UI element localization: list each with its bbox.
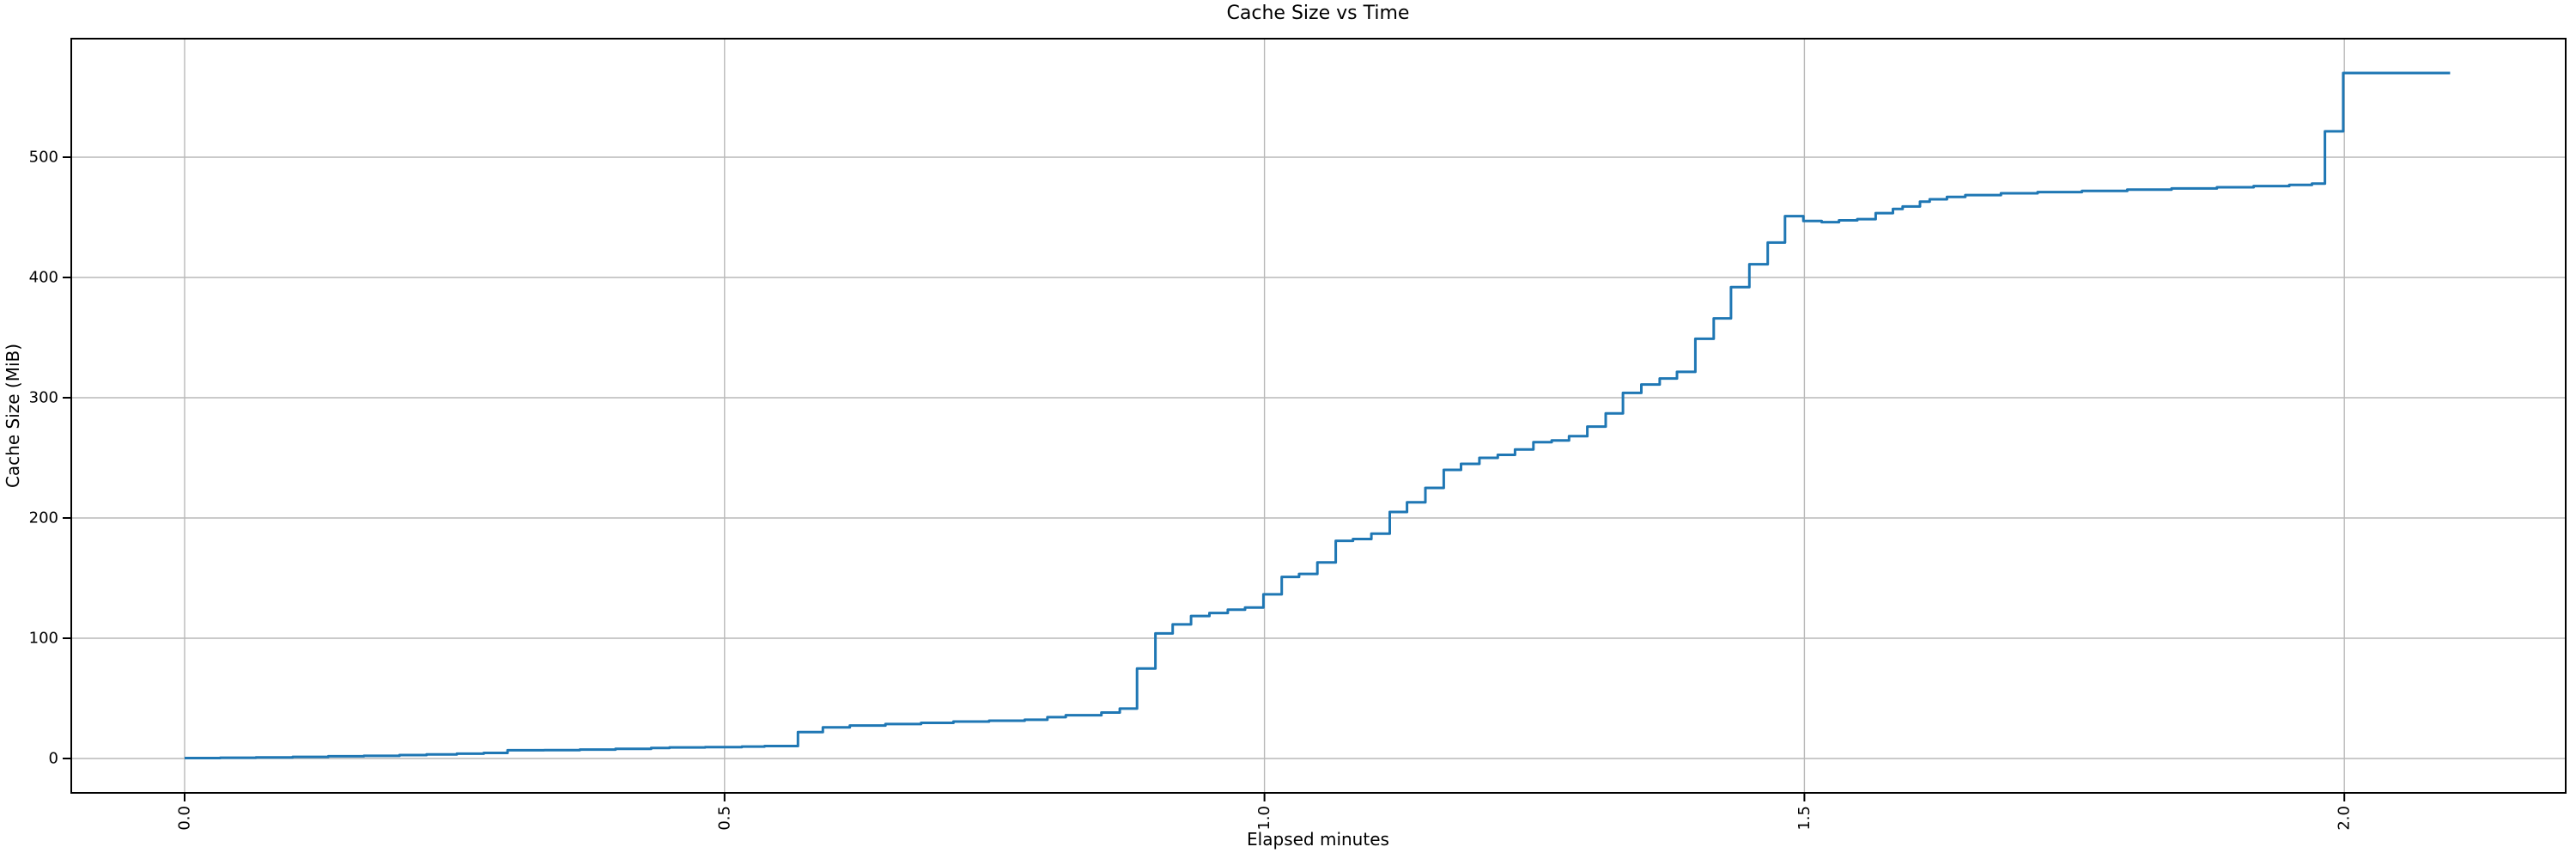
y-tick-label: 100 (29, 630, 58, 648)
y-tick-label: 300 (29, 389, 58, 407)
chart-title: Cache Size vs Time (1227, 3, 1410, 24)
x-tick-label: 0.0 (176, 806, 194, 831)
y-tick-label: 0 (49, 750, 58, 768)
y-axis-label: Cache Size (MiB) (3, 344, 23, 488)
x-tick-label: 2.0 (2336, 806, 2354, 831)
plot-border (70, 38, 2567, 794)
y-tick-label: 400 (29, 269, 58, 287)
y-tick-label: 200 (29, 509, 58, 527)
x-axis-label: Elapsed minutes (1247, 829, 1389, 850)
series-line-cache-size (185, 71, 2451, 759)
x-tick-label: 0.5 (715, 806, 733, 831)
x-tick-label: 1.5 (1795, 806, 1814, 831)
y-tick-label: 500 (29, 149, 58, 167)
x-tick-label: 1.0 (1255, 806, 1273, 831)
